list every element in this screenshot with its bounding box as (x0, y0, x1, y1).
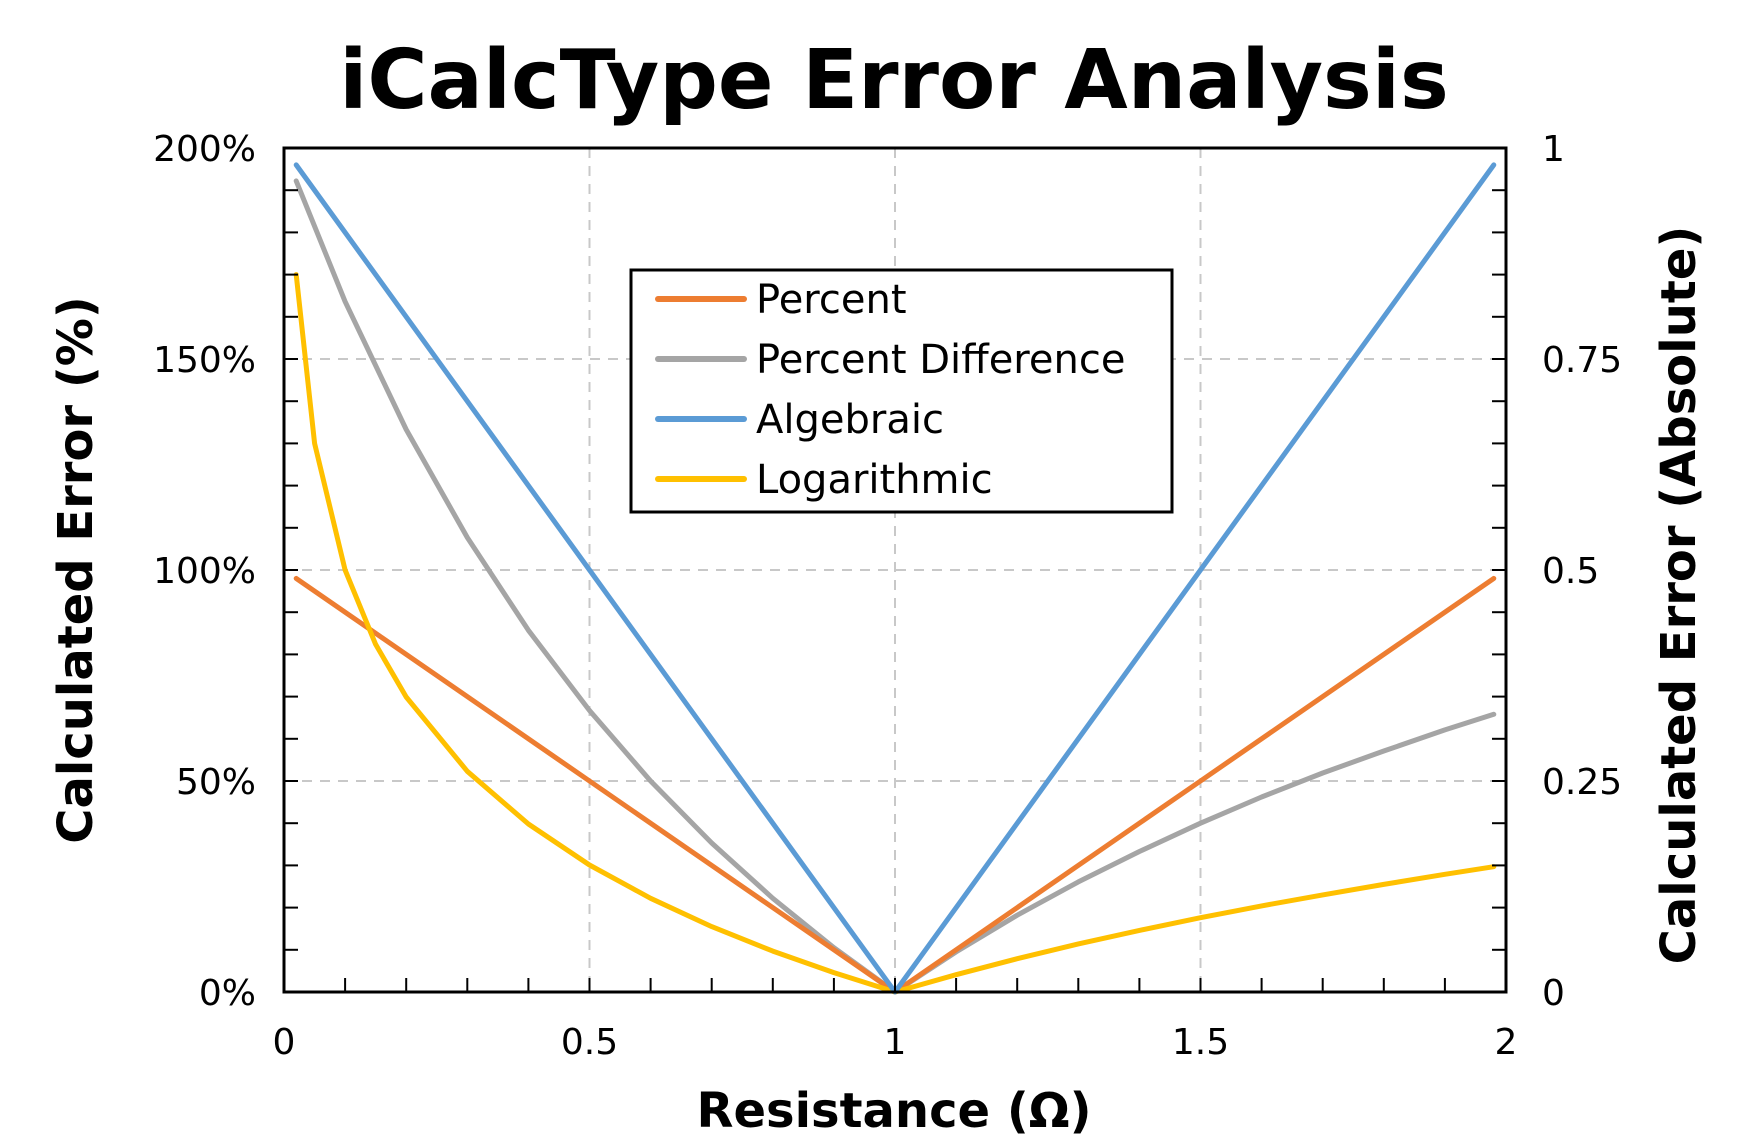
legend: Percent Percent Difference Algebraic Logari… (629, 268, 1174, 514)
y2-tick-label: 0.5 (1542, 551, 1599, 592)
y-tick-label: 50% (176, 762, 256, 803)
legend-items: Percent Percent Difference Algebraic Logari… (655, 277, 1125, 503)
y-axis-title: Calculated Error (%) (48, 296, 104, 844)
x-tick-label: 1.5 (1172, 1022, 1229, 1063)
series-line-logarithmic (293, 272, 1497, 995)
y-tick-label: 150% (153, 340, 256, 381)
y2-axis-title: Calculated Error (Absolute) (1651, 226, 1707, 965)
axis-ticks (283, 147, 1507, 993)
y2-tick-label: 0.25 (1542, 762, 1622, 803)
x-tick-label: 1 (884, 1022, 907, 1063)
y-tick-label: 200% (153, 129, 256, 170)
legend-label: Percent Difference (756, 337, 1125, 383)
x-tick-label: 2 (1495, 1022, 1518, 1063)
y-tick-label: 0% (199, 973, 256, 1014)
y2-tick-label: 1 (1542, 129, 1565, 170)
y2-tick-label: 0.75 (1542, 340, 1622, 381)
y-tick-label: 100% (153, 551, 256, 592)
y2-tick-label: 0 (1542, 973, 1565, 1014)
legend-box (629, 268, 1174, 514)
legend-label: Logarithmic (756, 457, 993, 503)
tick-labels: 0 0.5 1 1.5 2 0% 50% 100% 150% 200% 0 0.25 0.5 0.75 1 (153, 129, 1622, 1063)
legend-label: Algebraic (756, 397, 944, 443)
x-tick-label: 0 (273, 1022, 296, 1063)
x-tick-label: 0.5 (561, 1022, 618, 1063)
legend-label: Percent (756, 277, 907, 323)
chart-title: iCalcType Error Analysis (339, 33, 1449, 128)
x-axis-title: Resistance (Ω) (696, 1083, 1091, 1139)
